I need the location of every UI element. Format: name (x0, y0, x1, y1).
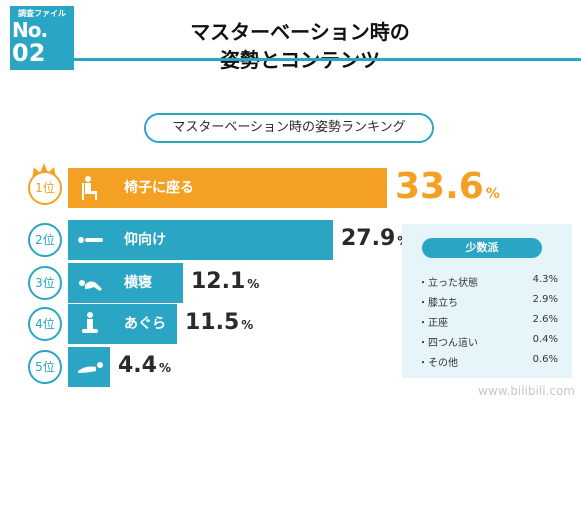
rank-badge: 5位 (28, 350, 62, 384)
minority-title: 少数派 (422, 238, 542, 258)
bar-value: 33.6 (395, 166, 484, 207)
bar-label: 仰向け (124, 232, 166, 248)
bar-label: あぐら (124, 316, 166, 332)
bar-value: 4.4 (118, 353, 157, 378)
bar-value-label: 33.6% (395, 166, 500, 207)
chair-person-icon (76, 174, 104, 202)
file-badge-no: No. (12, 18, 48, 42)
minority-value: 2.6% (532, 314, 558, 325)
minority-panel: 少数派 ・立った状態 4.3% ・膝立ち 2.9% ・正座 2.6% ・四つん這… (402, 224, 572, 378)
lying-face-down-icon (76, 353, 104, 381)
cross-legged-icon (76, 310, 104, 338)
bar: 椅子に座る (68, 168, 387, 208)
page-title: マスターベーション時の 姿勢とコンテンツ (140, 18, 460, 74)
bar-value: 11.5 (185, 310, 240, 335)
bar-value-label: 12.1% (191, 269, 259, 294)
title-divider (74, 58, 581, 61)
bar-value-label: 27.9% (341, 226, 409, 251)
bar: 横寝 (68, 263, 183, 303)
rank-badge: 1位 (28, 171, 62, 205)
lying-on-back-icon (76, 226, 104, 254)
rank-badge: 2位 (28, 223, 62, 257)
bar-value: 27.9 (341, 226, 396, 251)
minority-value: 0.6% (532, 354, 558, 365)
bar-unit: % (241, 318, 254, 332)
rank-badge: 3位 (28, 266, 62, 300)
file-badge-label: 調査ファイル (18, 9, 66, 18)
minority-label: ・正座 (418, 318, 448, 329)
title-line-1: マスターベーション時の (190, 20, 410, 44)
bar-value-label: 11.5% (185, 310, 253, 335)
rank-badge: 4位 (28, 307, 62, 341)
bar-value: 12.1 (191, 269, 246, 294)
infographic: 調査ファイル No. 02 マスターベーション時の 姿勢とコンテンツ マスターベ… (10, 6, 581, 495)
minority-label: ・立った状態 (418, 278, 478, 289)
section-title: マスターベーション時の姿勢ランキング (144, 113, 434, 143)
bar-value-label: 4.4% (118, 353, 171, 378)
file-badge: 調査ファイル No. 02 (10, 6, 74, 70)
minority-value: 4.3% (532, 274, 558, 285)
bar: うつ伏せ (68, 347, 138, 495)
bar-unit: % (158, 361, 172, 375)
bar: あぐら (68, 304, 177, 344)
bar-unit: % (247, 277, 260, 291)
minority-label: ・四つん這い (418, 338, 478, 349)
bar-label: 椅子に座る (124, 180, 194, 196)
bar-label: 横寝 (124, 275, 152, 291)
minority-label: ・膝立ち (418, 298, 458, 309)
minority-value: 0.4% (532, 334, 558, 345)
lying-on-side-icon (76, 269, 104, 297)
bar-unit: % (485, 186, 500, 202)
watermark: www.bilibili.com (478, 384, 575, 398)
file-badge-number: 02 (12, 39, 46, 67)
minority-label: ・その他 (418, 358, 458, 369)
minority-value: 2.9% (532, 294, 558, 305)
bar: 仰向け (68, 220, 333, 260)
